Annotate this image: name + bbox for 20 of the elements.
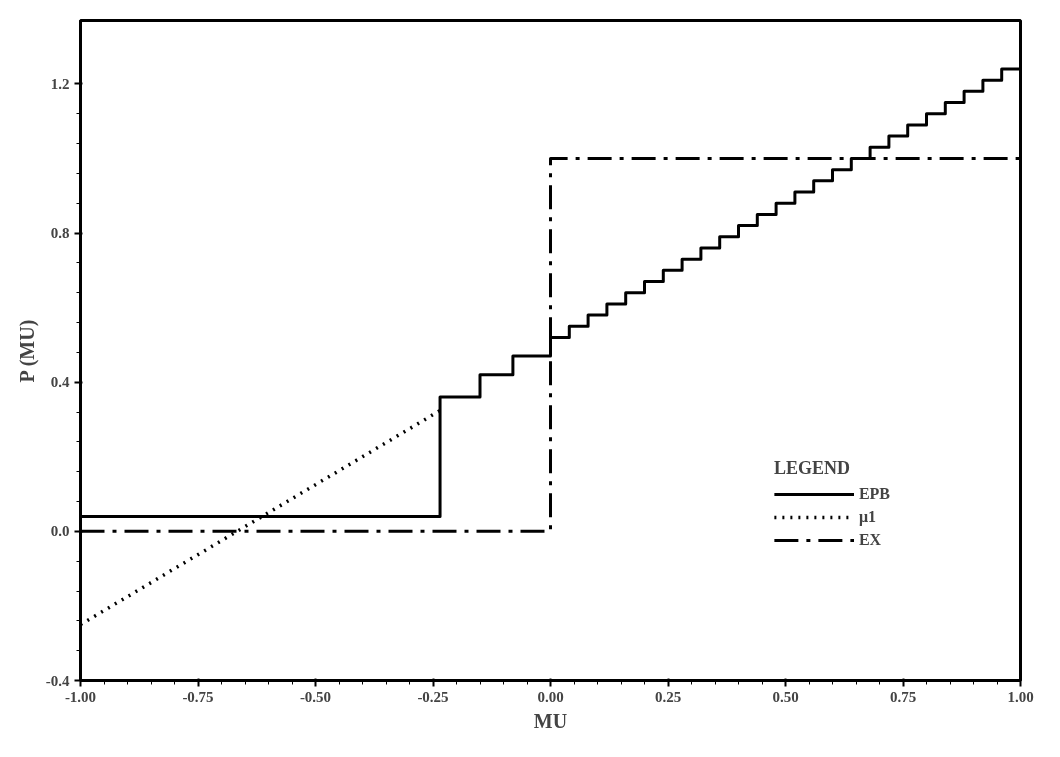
y-axis-title: P (MU) [15, 319, 39, 383]
x-tick-label: -0.50 [299, 688, 332, 705]
legend-title: LEGEND [773, 458, 851, 479]
x-tick-label: 0.00 [537, 688, 564, 705]
y-tick-label: 0.8 [50, 225, 70, 242]
x-tick-label: 0.25 [654, 688, 682, 705]
x-axis-title: MU [533, 709, 568, 732]
y-tick-label: 0.0 [50, 523, 70, 540]
x-tick-label: 1.00 [1007, 688, 1034, 705]
x-tick-label: 0.50 [772, 688, 799, 705]
x-tick-label: -0.75 [182, 688, 214, 705]
legend-label: μ1 [858, 508, 877, 526]
y-tick-label: -0.4 [45, 672, 70, 689]
legend-label: EX [858, 531, 882, 549]
x-tick-label: -1.00 [64, 688, 97, 705]
x-tick-label: -0.25 [417, 688, 449, 705]
x-tick-label: 0.75 [889, 688, 917, 705]
y-tick-label: 1.2 [50, 75, 70, 92]
y-tick-label: 0.4 [50, 374, 70, 391]
legend-label: EPB [858, 485, 890, 503]
